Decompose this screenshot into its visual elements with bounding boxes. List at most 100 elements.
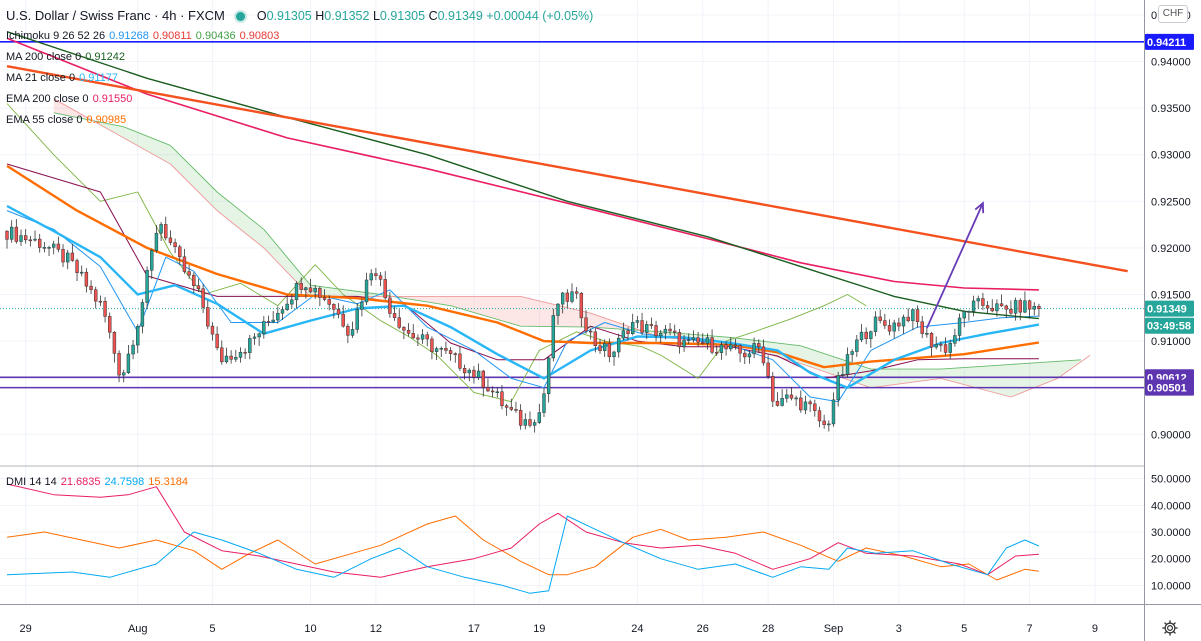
cloud-segment: [156, 139, 162, 159]
candle: [687, 333, 691, 345]
candle: [318, 286, 322, 307]
candle: [929, 331, 934, 357]
candle: [948, 339, 952, 360]
symbol-title: U.S. Dollar / Swiss Franc · 4h · FXCM: [6, 8, 225, 23]
candle: [920, 316, 924, 339]
candle-body: [743, 352, 747, 358]
candle: [257, 332, 261, 346]
candle-body: [481, 370, 485, 388]
candle-body: [612, 351, 616, 358]
indicator-legend[interactable]: EMA 55 close 0 0.90985: [6, 113, 126, 127]
cloud-segment: [945, 368, 951, 381]
dmi-tick-label: 10.0000: [1151, 580, 1191, 592]
candle: [691, 330, 696, 343]
candle: [462, 364, 467, 380]
candle: [546, 356, 551, 403]
candle-body: [906, 316, 910, 322]
candle-body: [579, 293, 584, 319]
candle: [430, 336, 434, 360]
candle: [173, 238, 177, 254]
candle-body: [290, 299, 294, 305]
candle-body: [154, 232, 159, 251]
candle-body: [378, 275, 383, 280]
candle-body: [701, 341, 705, 344]
candle-body: [89, 285, 93, 290]
cloud-segment: [478, 296, 484, 316]
dmi-tick-label: 30.0000: [1151, 527, 1191, 539]
candle-body: [645, 324, 649, 333]
candle-body: [761, 346, 766, 364]
candle-body: [70, 252, 75, 261]
indicator-legend[interactable]: MA 21 close 0 0.91177: [6, 71, 118, 85]
candle-body: [131, 344, 135, 355]
candle-body: [271, 319, 275, 323]
cloud-segment: [226, 199, 232, 222]
cloud-segment: [352, 290, 358, 297]
indicator-legend[interactable]: EMA 200 close 0 0.91550: [6, 92, 132, 106]
candle: [66, 249, 70, 270]
ema200-line: [6, 37, 1039, 291]
candle-body: [346, 325, 350, 336]
candle: [126, 344, 131, 375]
candle-body: [122, 372, 126, 376]
candle: [906, 308, 910, 323]
candle: [785, 388, 789, 403]
cloud-segment: [221, 195, 227, 219]
arrow-line: [926, 202, 984, 329]
candle: [215, 326, 219, 351]
candle: [248, 334, 252, 360]
currency-button[interactable]: CHF: [1158, 5, 1188, 23]
candle-body: [168, 237, 173, 243]
cloud-segment: [217, 191, 222, 215]
time-tick-label: 19: [533, 623, 545, 635]
indicator-legend[interactable]: MA 200 close 0 0.91242: [6, 50, 125, 64]
dmi-tick-label: 40.0000: [1151, 500, 1191, 512]
candle: [789, 386, 794, 401]
candle: [859, 324, 864, 343]
candle-body: [47, 247, 51, 249]
drawings[interactable]: [6, 64, 1128, 329]
candle-body: [883, 320, 887, 326]
candle: [990, 299, 994, 313]
market-status-icon: [236, 12, 246, 21]
candle: [775, 392, 780, 407]
candle: [75, 258, 79, 281]
cloud-segment: [147, 136, 152, 154]
candlesticks[interactable]: [5, 216, 1041, 433]
candle-body: [145, 270, 149, 303]
candle: [696, 331, 700, 347]
candle: [850, 349, 854, 363]
cloud-segment: [165, 143, 171, 165]
gear-icon[interactable]: [1161, 619, 1179, 637]
candle-body: [976, 298, 980, 302]
candle: [962, 310, 966, 328]
candle: [187, 264, 191, 279]
candle: [425, 331, 429, 347]
cloud-segment: [1062, 360, 1067, 376]
candle: [467, 368, 471, 382]
dmi-legend[interactable]: DMI 14 14 21.6835 24.7598 15.3184: [6, 475, 188, 489]
indicator-legend[interactable]: Ichimoku 9 26 52 26 0.91268 0.90811 0.90436…: [6, 29, 279, 43]
candle: [355, 303, 359, 334]
candle-body: [406, 329, 411, 334]
candle: [23, 229, 28, 244]
candle-body: [276, 312, 280, 321]
candle: [234, 349, 238, 363]
cloud-segment: [996, 365, 1002, 395]
cloud-segment: [954, 367, 960, 384]
cloud-segment: [572, 308, 577, 327]
cloud-segment: [417, 296, 423, 302]
cloud-segment: [413, 296, 418, 301]
candle-body: [789, 394, 794, 399]
time-tick-label: 28: [762, 623, 774, 635]
candle: [271, 311, 275, 324]
candle-body: [859, 331, 864, 341]
candle: [481, 369, 485, 397]
cloud-segment: [824, 353, 829, 374]
cloud-segment: [950, 368, 955, 383]
candle-body: [9, 226, 14, 240]
cloud-segment: [562, 306, 568, 327]
candle: [1004, 304, 1008, 319]
candle-body: [780, 398, 784, 406]
